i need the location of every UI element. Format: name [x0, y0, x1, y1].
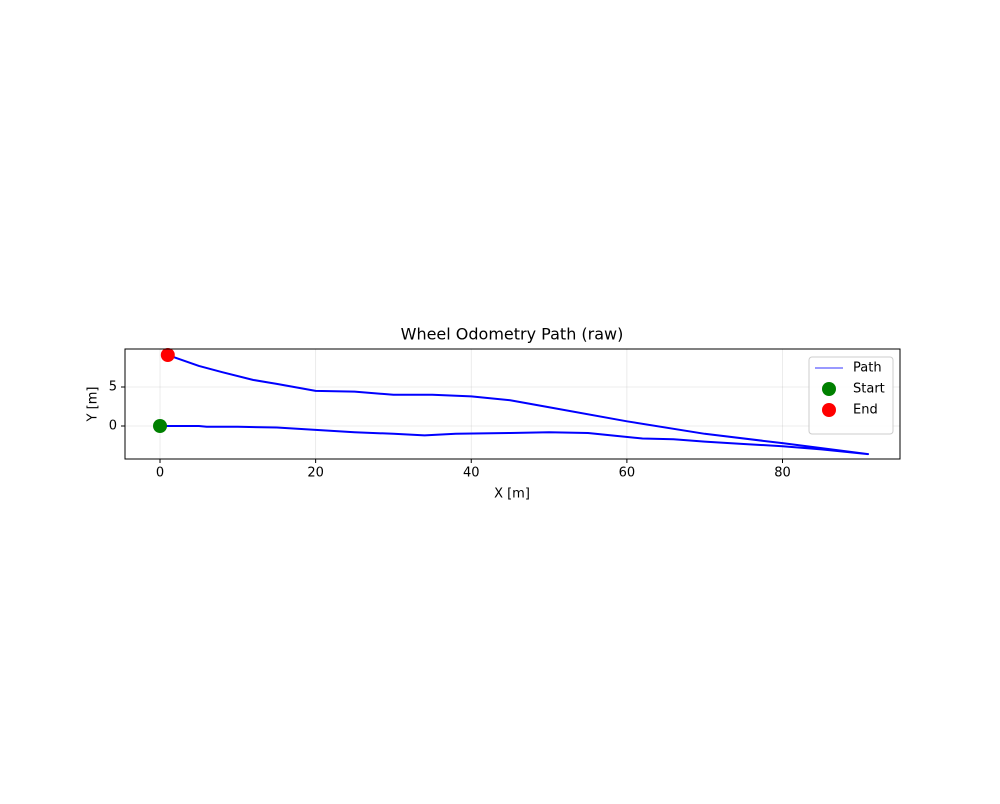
legend-swatch	[822, 403, 836, 417]
legend-label: Start	[853, 382, 885, 397]
x-tick-label: 60	[619, 466, 636, 481]
legend-label: End	[853, 403, 878, 418]
legend-swatch	[822, 382, 836, 396]
x-tick-label: 40	[463, 466, 480, 481]
x-axis-label: X [m]	[494, 487, 530, 502]
path-line	[160, 354, 870, 456]
legend-label: Path	[853, 361, 882, 376]
x-tick-label: 80	[774, 466, 791, 481]
point-marker	[160, 348, 175, 363]
chart-title: Wheel Odometry Path (raw)	[401, 325, 624, 344]
plot-frame	[124, 348, 901, 460]
y-tick-label: 5	[109, 379, 117, 394]
y-tick-label: 0	[109, 419, 117, 434]
x-tick-label: 0	[156, 466, 164, 481]
x-tick-label: 20	[307, 466, 324, 481]
point-marker	[153, 419, 168, 433]
y-axis-label: Y [m]	[86, 387, 101, 423]
